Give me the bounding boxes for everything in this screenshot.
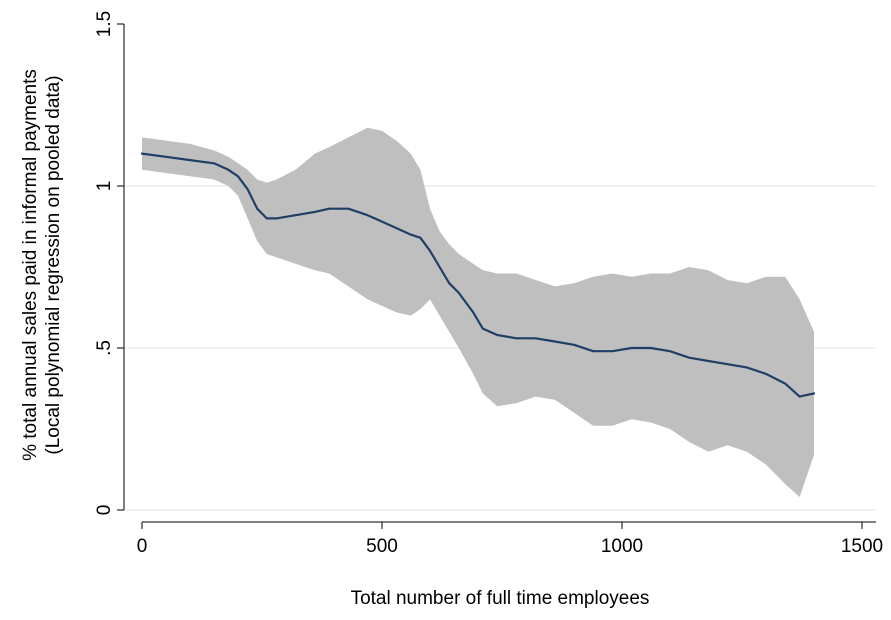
regression-line [140, 152, 816, 398]
x-tick-label-2: 1000 [601, 536, 643, 557]
y-axis-title-line-2: (Local polynomial regression on pooled d… [43, 75, 64, 454]
x-axis-title: Total number of full time employees [351, 588, 650, 609]
y-tick-label-3: 1.5 [94, 11, 115, 37]
x-tick-label-3: 1500 [841, 536, 883, 557]
y-tick-label-1: .5 [94, 340, 115, 356]
confidence-band [142, 127, 814, 497]
y-axis-title-line-1: % total annual sales paid in informal pa… [20, 69, 41, 461]
tick-labels: 0 .5 1 1.5 0 500 1000 1500 [94, 11, 883, 557]
confidence-band-layer [142, 127, 814, 497]
x-tick-label-0: 0 [137, 536, 148, 557]
y-tick-label-0: 0 [94, 505, 115, 516]
x-tick-label-1: 500 [366, 536, 398, 557]
axes [117, 23, 876, 529]
regression-line-layer [140, 152, 816, 398]
y-tick-label-2: 1 [94, 181, 115, 192]
